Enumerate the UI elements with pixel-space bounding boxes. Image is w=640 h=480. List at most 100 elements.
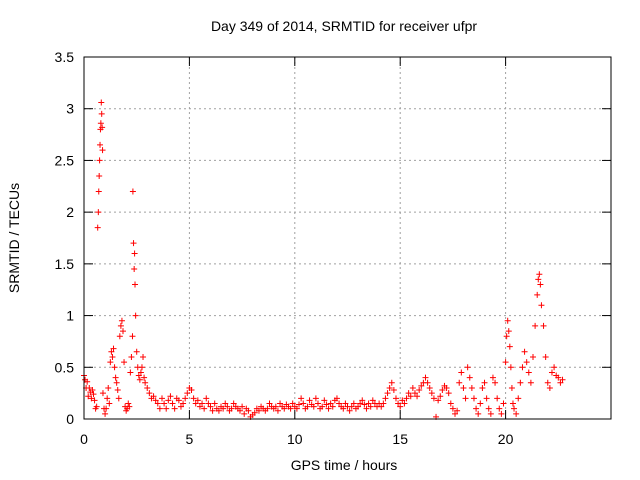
data-point: [211, 400, 218, 407]
data-point: [470, 395, 477, 402]
data-point: [386, 384, 393, 391]
y-tick-label: 2: [66, 204, 74, 220]
data-point: [177, 403, 184, 410]
data-point: [89, 387, 96, 394]
data-point: [407, 393, 414, 400]
data-point: [98, 110, 105, 117]
data-point: [435, 397, 442, 404]
data-point: [167, 393, 174, 400]
grid: [84, 57, 611, 419]
data-point: [546, 384, 553, 391]
data-point: [98, 99, 105, 106]
data-point: [111, 364, 118, 371]
data-point: [236, 407, 243, 414]
data-point: [196, 403, 203, 410]
data-point: [447, 400, 454, 407]
data-point: [158, 395, 165, 402]
data-point: [99, 124, 106, 131]
data-point: [99, 390, 106, 397]
data-point: [304, 403, 311, 410]
data-point: [201, 405, 208, 412]
y-tick-label: 3.5: [55, 49, 75, 65]
data-point: [452, 410, 459, 417]
data-point: [492, 379, 499, 386]
data-point: [365, 400, 372, 407]
data-point: [251, 409, 258, 416]
data-point: [239, 403, 246, 410]
data-point: [487, 410, 494, 417]
data-point: [532, 322, 539, 329]
data-point: [536, 271, 543, 278]
data-point: [511, 405, 518, 412]
data-point: [146, 390, 153, 397]
data-point: [494, 395, 501, 402]
data-point: [241, 410, 248, 417]
data-point: [369, 397, 376, 404]
data-point: [266, 400, 273, 407]
data-point: [530, 353, 537, 360]
data-point: [175, 397, 182, 404]
data-point: [136, 376, 143, 383]
data-point: [104, 395, 111, 402]
plot-frame: [83, 56, 612, 420]
data-points: [81, 99, 566, 420]
data-point: [126, 403, 133, 410]
y-tick-label: 1: [66, 308, 74, 324]
data-point: [142, 379, 149, 386]
data-point: [456, 379, 463, 386]
data-point: [428, 390, 435, 397]
data-point: [314, 400, 321, 407]
data-point: [306, 397, 313, 404]
data-point: [502, 359, 509, 366]
data-point: [559, 376, 566, 383]
data-point: [161, 400, 168, 407]
data-point: [116, 333, 123, 340]
data-point: [473, 405, 480, 412]
data-point: [418, 382, 425, 389]
x-tick-label: 5: [186, 431, 194, 447]
data-point: [115, 395, 122, 402]
data-point: [416, 387, 423, 394]
data-point: [555, 374, 562, 381]
data-point: [336, 400, 343, 407]
data-point: [277, 400, 284, 407]
data-point: [154, 400, 161, 407]
y-axis-label: SRMTID / TECUs: [6, 183, 22, 293]
data-point: [414, 393, 421, 400]
data-point: [521, 348, 528, 355]
data-point: [445, 390, 452, 397]
data-point: [535, 276, 542, 283]
data-point: [97, 120, 104, 127]
data-point: [323, 401, 330, 408]
data-point: [355, 403, 362, 410]
data-point: [544, 379, 551, 386]
data-point: [321, 397, 328, 404]
data-point: [199, 400, 206, 407]
data-point: [348, 403, 355, 410]
y-tick-label: 2.5: [55, 152, 75, 168]
data-point: [430, 395, 437, 402]
x-tick-label: 15: [392, 431, 408, 447]
data-point: [131, 250, 138, 257]
data-point: [144, 384, 151, 391]
data-point: [192, 400, 199, 407]
data-point: [357, 400, 364, 407]
data-point: [329, 403, 336, 410]
data-point: [96, 157, 103, 164]
data-point: [397, 403, 404, 410]
data-point: [293, 405, 300, 412]
data-point: [399, 397, 406, 404]
data-point: [346, 407, 353, 414]
data-point: [498, 410, 505, 417]
data-point: [508, 384, 515, 391]
data-point: [117, 322, 124, 329]
data-point: [190, 395, 197, 402]
data-point: [103, 405, 110, 412]
data-point: [312, 395, 319, 402]
data-point: [222, 400, 229, 407]
data-point: [380, 400, 387, 407]
data-point: [401, 400, 408, 407]
data-point: [523, 359, 530, 366]
x-tick-label: 10: [287, 431, 303, 447]
data-point: [131, 266, 138, 273]
